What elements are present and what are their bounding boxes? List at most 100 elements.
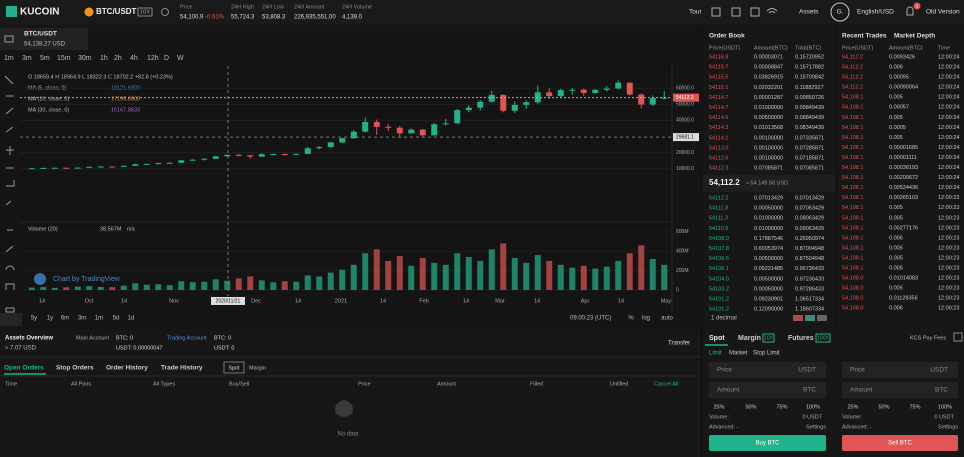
label[interactable]: Trading Account xyxy=(167,335,207,341)
label: Volume (20) xyxy=(28,226,58,232)
interval[interactable]: D xyxy=(164,55,169,62)
filter[interactable]: Spot xyxy=(228,365,240,371)
trade-price: 54,108.0 xyxy=(842,276,863,282)
percent-button[interactable]: 75% xyxy=(776,404,787,410)
tab[interactable]: Recent Trades xyxy=(842,33,887,40)
percent-button[interactable]: 50% xyxy=(878,404,889,410)
label: KCS Pay Fees xyxy=(910,335,946,341)
precision[interactable]: 1 decimal xyxy=(711,316,737,322)
range[interactable]: 6m xyxy=(61,316,69,322)
layout-icon[interactable] xyxy=(805,315,815,321)
column-header[interactable]: Cancel All xyxy=(654,381,678,387)
label: ≈ 7.07 USD xyxy=(5,346,37,352)
button-label[interactable]: Sell BTC xyxy=(888,441,912,447)
input[interactable] xyxy=(842,382,958,398)
order-type[interactable]: Stop Limit xyxy=(753,351,780,357)
icon[interactable] xyxy=(750,7,760,17)
percent-button[interactable]: 25% xyxy=(713,404,724,410)
ob-price: 54112.6 xyxy=(709,155,728,161)
tab[interactable]: Open Orders xyxy=(4,365,44,372)
chart-option[interactable]: % xyxy=(628,316,634,322)
badge xyxy=(913,2,921,10)
volume-bar xyxy=(534,255,541,290)
candle-body xyxy=(488,94,495,102)
percent-button[interactable]: 100% xyxy=(938,404,952,410)
candle-body xyxy=(396,127,403,134)
range[interactable]: 1d xyxy=(128,316,135,322)
filter[interactable]: Margin xyxy=(249,365,266,371)
tab[interactable]: Spot xyxy=(709,335,725,342)
ma-legend: MA (30, close, 0) xyxy=(28,107,69,113)
tab[interactable]: Stop Orders xyxy=(56,365,94,372)
layout-icon[interactable] xyxy=(793,315,803,321)
range[interactable]: 3m xyxy=(78,316,86,322)
interval[interactable]: 2h xyxy=(114,55,122,62)
nav-link[interactable]: Assets xyxy=(799,9,819,16)
candle-body xyxy=(454,110,461,124)
checkbox[interactable] xyxy=(953,332,963,342)
icon[interactable] xyxy=(731,7,741,17)
nav-link[interactable]: English/USD xyxy=(857,9,894,16)
tab[interactable]: Market Depth xyxy=(894,33,935,40)
collapse-button[interactable] xyxy=(0,313,22,326)
ob-amount: 0.09231485 xyxy=(754,266,783,272)
tab[interactable]: Margin xyxy=(738,335,761,342)
percent-button[interactable]: 75% xyxy=(909,404,920,410)
ob-total: 0.09849439 xyxy=(795,105,824,111)
buy-button[interactable] xyxy=(709,435,826,451)
range[interactable]: 1y xyxy=(47,316,53,322)
icon[interactable] xyxy=(711,7,721,17)
nav-link[interactable]: Tour xyxy=(689,9,702,16)
transfer-link[interactable]: Transfer xyxy=(668,341,690,347)
avatar[interactable] xyxy=(830,2,850,22)
range[interactable]: 1m xyxy=(95,316,103,322)
interval[interactable]: 1m xyxy=(4,55,14,62)
percent-button[interactable]: 50% xyxy=(745,404,756,410)
interval[interactable]: 30m xyxy=(78,55,92,62)
trade-amount: 0.01014083 xyxy=(889,276,918,282)
pair[interactable]: BTC/USDT xyxy=(96,7,137,16)
interval[interactable]: 5m xyxy=(40,55,50,62)
ma-value: 17195.6900 xyxy=(111,96,140,102)
range[interactable]: 5d xyxy=(113,316,120,322)
trade-time: 12:00:24 xyxy=(938,185,959,191)
nav-link[interactable]: Old Version xyxy=(926,9,960,16)
input[interactable] xyxy=(709,362,826,378)
tab[interactable]: Order History xyxy=(106,365,148,372)
order-type[interactable]: Market xyxy=(729,351,748,357)
tab[interactable]: Futures xyxy=(788,335,814,342)
button-label[interactable]: Buy BTC xyxy=(755,441,780,447)
interval[interactable]: 1h xyxy=(100,55,108,62)
candle-body xyxy=(592,89,599,93)
volume-bar xyxy=(396,256,403,290)
ob-amount: 0.00003071 xyxy=(754,54,783,60)
bell-icon[interactable] xyxy=(906,6,914,16)
candle-body xyxy=(546,92,553,97)
chart-option[interactable]: auto xyxy=(661,316,673,322)
label[interactable]: Settings xyxy=(806,424,826,430)
order-type[interactable]: Limit xyxy=(709,351,722,357)
interval[interactable]: W xyxy=(177,55,184,62)
percent-button[interactable]: 25% xyxy=(847,404,858,410)
input[interactable] xyxy=(842,362,958,378)
tool-icons[interactable] xyxy=(4,35,15,313)
trade-price: 54,108.1 xyxy=(842,245,863,251)
range[interactable]: 5y xyxy=(31,316,37,322)
volume-bar xyxy=(270,282,277,290)
price-change: -0.61% xyxy=(205,15,225,21)
interval[interactable]: 4h xyxy=(130,55,138,62)
stat-value: 53,808.3 xyxy=(262,15,286,21)
label: Volume: xyxy=(842,414,862,420)
chart-option[interactable]: log xyxy=(642,316,650,322)
sell-button[interactable] xyxy=(842,435,958,451)
label[interactable]: Settings xyxy=(938,424,958,430)
interval[interactable]: 12h xyxy=(147,55,159,62)
candle-body xyxy=(235,154,242,156)
layout-icon[interactable] xyxy=(817,315,827,321)
interval[interactable]: 15m xyxy=(57,55,71,62)
interval[interactable]: 3m xyxy=(22,55,32,62)
percent-button[interactable]: 100% xyxy=(806,404,820,410)
input[interactable] xyxy=(709,382,826,398)
tab[interactable]: Trade History xyxy=(161,365,203,372)
